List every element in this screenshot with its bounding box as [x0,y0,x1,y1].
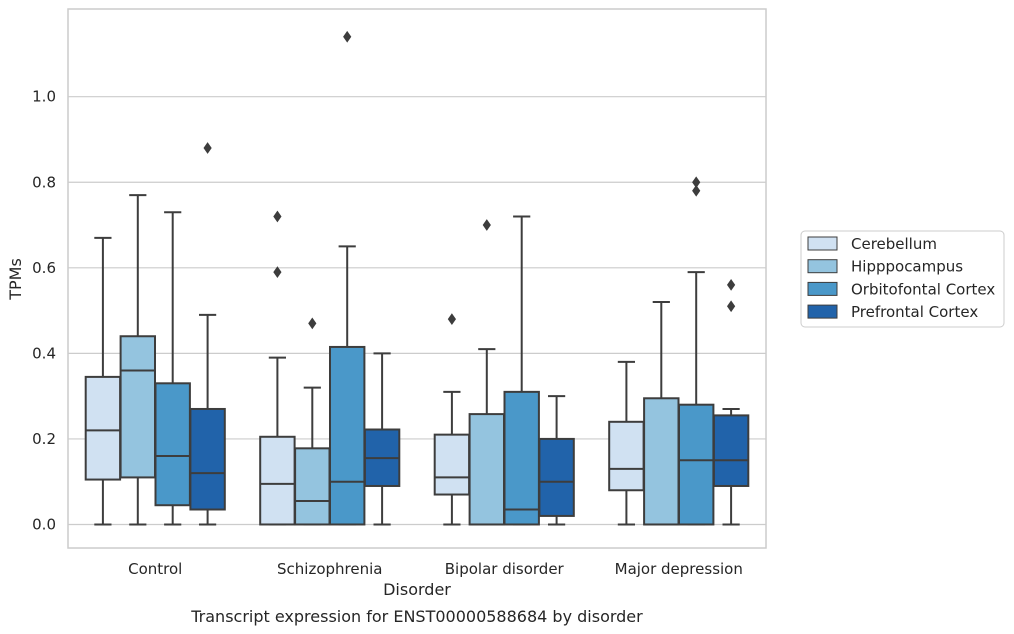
box-hipppocampus [119,194,156,526]
outlier-point [308,317,317,330]
box-prefrontal-cortex [712,279,750,526]
legend-swatch [807,304,838,319]
box-iqr [119,335,156,479]
legend-entry-label: Cerebellum [851,235,937,253]
box-cerebellum [433,313,471,526]
box-prefrontal-cortex [189,142,226,526]
y-axis-ticks: 0.0 0.2 0.4 0.6 0.8 1.0 [32,88,56,534]
box-cerebellum [84,236,122,526]
box-orbitofontal-cortex [154,211,191,526]
box-iqr [329,345,366,526]
box-hipppocampus [294,317,331,526]
box-iqr [84,375,122,481]
y-tick-label: 0.8 [32,173,56,191]
x-axis-ticks: Control Schizophrenia Bipolar disorder Majo… [128,560,743,578]
outlier-point [273,210,282,223]
outlier-point [726,279,736,291]
y-tick-label: 0.6 [32,259,56,277]
y-tick-label: 1.0 [32,88,56,106]
legend-entry-label: Prefrontal Cortex [851,303,978,321]
outlier-point [203,142,212,154]
box-orbitofontal-cortex [678,176,715,526]
plot-area [67,8,767,549]
chart-caption: Transcript expression for ENST0000058868… [190,607,643,626]
legend-entry-label: Hipppocampus [851,258,963,276]
x-tick-label: Bipolar disorder [445,560,565,578]
outlier-point [343,30,352,43]
legend-swatch [807,281,838,296]
box-iqr [538,437,575,517]
box-iqr [259,435,296,526]
legend-entry-label: Orbitofontal Cortex [851,280,995,298]
outlier-point [273,266,282,278]
box-orbitofontal-cortex [329,30,366,526]
box-cerebellum [608,360,645,526]
x-tick-label: Control [128,560,182,578]
x-tick-label: Major depression [615,560,743,578]
box-hipppocampus [643,301,680,526]
box-iqr [468,413,506,526]
outlier-point [692,176,701,189]
box-iqr [712,414,750,487]
box-prefrontal-cortex [363,352,401,526]
box-iqr [294,447,331,526]
legend-swatch [807,259,838,274]
outlier-point [482,219,491,231]
box-prefrontal-cortex [538,395,575,526]
outlier-point [726,300,736,313]
legend-frame [800,230,1005,328]
box-iqr [189,407,226,511]
x-tick-label: Schizophrenia [277,560,382,578]
legend-swatch [807,236,838,251]
box-iqr [678,403,715,526]
outlier-point [692,184,701,197]
y-axis-label: TPMs [6,258,25,301]
box-iqr [608,420,645,492]
box-iqr [433,433,471,496]
box-hipppocampus [468,219,506,526]
y-tick-label: 0.2 [32,430,56,448]
box-iqr [154,382,191,507]
box-iqr [503,390,540,526]
y-tick-label: 0.4 [32,344,56,362]
outlier-point [447,313,457,326]
box-iqr [643,397,680,526]
y-tick-label: 0.0 [32,515,56,533]
legend: Cerebellum Hipppocampus Orbitofontal Corte… [800,230,1005,328]
x-axis-label: Disorder [383,580,451,599]
box-cerebellum [259,210,296,526]
box-orbitofontal-cortex [503,215,540,526]
box-series [84,30,750,526]
